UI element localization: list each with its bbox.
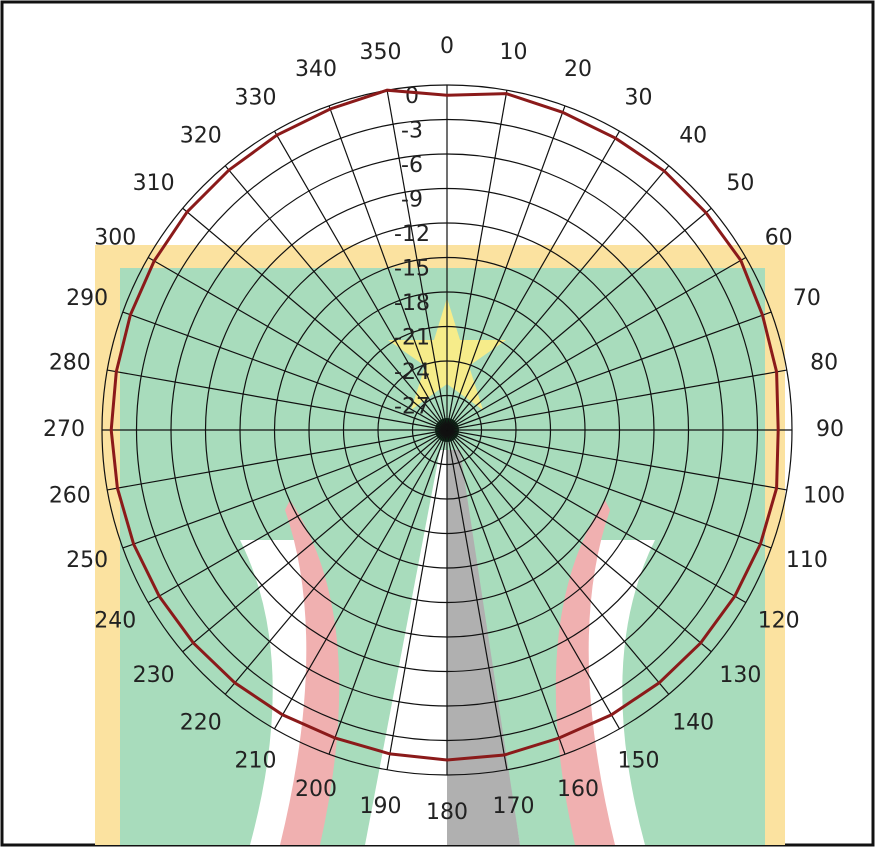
angle-label: 300: [94, 226, 136, 251]
r-tick-label: -27: [394, 395, 430, 420]
r-tick-label: 0: [405, 84, 419, 109]
angle-label: 120: [758, 609, 800, 634]
angle-label: 260: [49, 484, 91, 509]
angle-label: 70: [793, 286, 821, 311]
page: 0 10 20 30 40 50 60 70 80 90 100 110 120 130140 150 160…: [0, 0, 875, 847]
angle-label: 240: [94, 609, 136, 634]
angle-label: 270: [43, 417, 85, 442]
r-tick-label: -3: [401, 119, 423, 144]
angle-label: 140: [672, 710, 714, 735]
angle-label: 110: [786, 548, 828, 573]
angle-label: 170: [493, 794, 535, 819]
angle-label: 40: [679, 124, 707, 149]
r-tick-label: -12: [394, 222, 430, 247]
angle-label: 80: [810, 350, 838, 375]
r-tick-label: -21: [394, 326, 430, 351]
angle-label: 190: [359, 794, 401, 819]
angle-label: 250: [66, 548, 108, 573]
angle-label: 130: [719, 663, 761, 688]
angle-label: 230: [133, 663, 175, 688]
angle-label: 210: [235, 749, 277, 774]
angle-label: 310: [133, 171, 175, 196]
angle-label: 160: [557, 777, 599, 802]
angle-label: 100: [803, 484, 845, 509]
r-tick-label: -24: [394, 360, 430, 385]
r-tick-label: -9: [401, 188, 423, 213]
angle-label: 150: [618, 749, 660, 774]
angle-label: 200: [295, 777, 337, 802]
angle-label: 280: [49, 350, 91, 375]
angle-label: 340: [295, 57, 337, 82]
r-tick-label: -18: [394, 291, 430, 316]
r-tick-label: -15: [394, 257, 430, 282]
angle-label: 10: [500, 40, 528, 65]
angle-label: 30: [625, 85, 653, 110]
angle-label: 320: [180, 124, 222, 149]
angle-label: 220: [180, 710, 222, 735]
angle-label: 60: [765, 226, 793, 251]
angle-label: 350: [359, 40, 401, 65]
angle-label: 0: [440, 34, 454, 59]
r-tick-label: -6: [401, 153, 423, 178]
angle-label: 20: [564, 57, 592, 82]
angle-label: 50: [726, 171, 754, 196]
angle-label: 90: [816, 417, 844, 442]
angle-label: 180: [426, 800, 468, 825]
chart: 0 10 20 30 40 50 60 70 80 90 100 110 120 130140 150 160…: [0, 0, 875, 847]
angle-label: 330: [235, 85, 277, 110]
angle-label: 290: [66, 286, 108, 311]
